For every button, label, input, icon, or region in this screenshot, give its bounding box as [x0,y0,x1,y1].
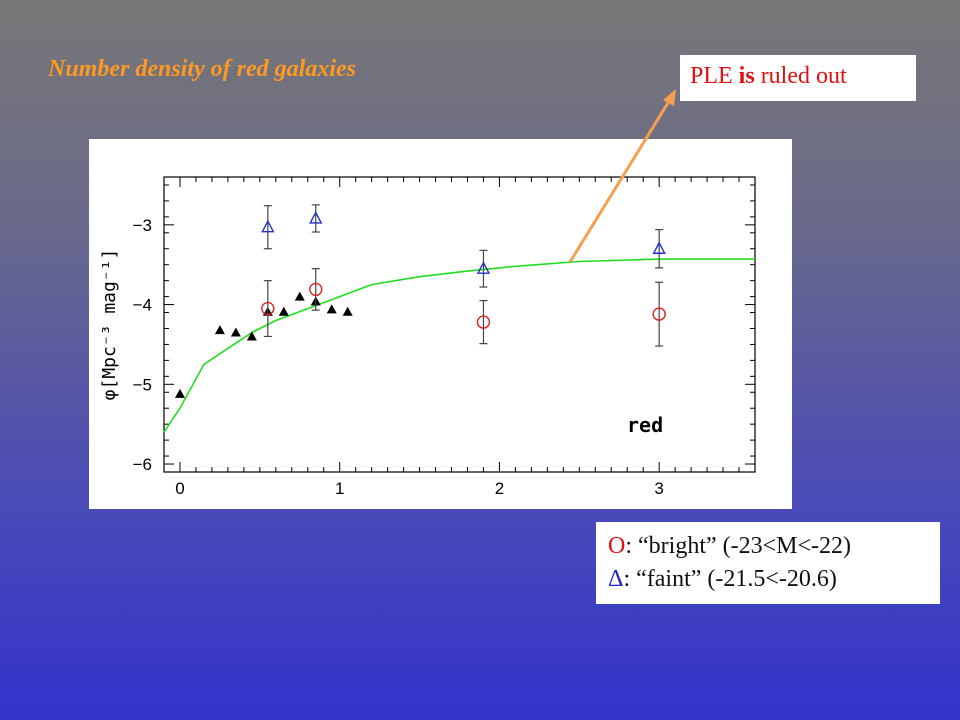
y-tick-label: −6 [133,455,152,474]
chart-annotation: red [627,413,663,437]
callout-emphasis: is [738,63,755,89]
bright-point [652,307,666,321]
x-tick-label: 0 [175,479,184,498]
legend-symbol-circle: O [608,533,626,559]
x-tick-label: 2 [495,479,504,498]
number-density-chart: 0 1 2 3 −6 −5 −4 −3 φ[Mpc⁻³ mag⁻¹] red [99,176,756,498]
legend-symbol-triangle: Δ [608,566,624,592]
reference-point [174,388,185,398]
faint-point [652,241,666,254]
callout-text-1: PLE [690,63,739,89]
y-tick-label: −4 [133,296,152,315]
model-curve [163,258,755,433]
reference-point [278,306,289,316]
y-tick-label: −3 [133,216,152,235]
callout-box: PLE is ruled out [680,55,916,101]
legend-text-faint: : “faint” (-21.5<-20.6) [623,566,837,592]
x-tick-label: 1 [335,479,344,498]
arrow-line [568,97,673,263]
bright-point [261,301,275,316]
faint-point [476,261,491,274]
legend-row-bright: O: “bright” (-23<M<-22) [608,530,940,563]
reference-point [214,325,225,335]
reference-point [342,306,353,316]
reference-point [246,331,257,341]
bright-point [476,315,491,329]
chart-panel: 0 1 2 3 −6 −5 −4 −3 φ[Mpc⁻³ mag⁻¹] red [89,139,792,509]
bright-point [309,282,323,297]
legend-row-faint: Δ: “faint” (-21.5<-20.6) [608,563,940,596]
slide-title: Number density of red galaxies [48,56,356,82]
callout-text-2: ruled out [754,63,847,89]
plot-frame [163,176,756,473]
reference-point [294,291,305,301]
reference-point [326,304,337,314]
y-axis-label: φ[Mpc⁻³ mag⁻¹] [99,249,120,401]
arrow-head [663,89,676,106]
x-tick-label: 3 [654,479,663,498]
faint-point [309,210,323,224]
faint-point [261,219,275,233]
legend-box: O: “bright” (-23<M<-22) Δ: “faint” (-21.… [596,522,940,604]
reference-point [230,327,241,337]
y-tick-label: −5 [133,375,152,394]
legend-text-bright: : “bright” (-23<M<-22) [625,533,852,559]
